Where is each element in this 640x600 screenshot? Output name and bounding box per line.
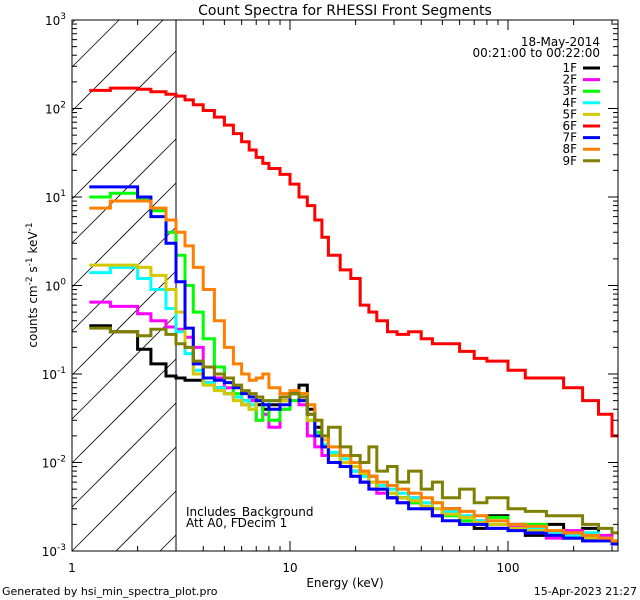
hatch-line <box>159 534 177 552</box>
annotation-attenuator: Att A0, FDecim 1 <box>186 516 287 530</box>
x-axis-label: Energy (keV) <box>306 576 383 590</box>
hatch-line <box>71 94 177 200</box>
hatch-line <box>71 402 177 508</box>
date-label: 18-May-2014 <box>521 35 600 49</box>
y-tick-label: 102 <box>45 101 66 117</box>
hatch-line <box>71 50 177 156</box>
series-5F-line <box>89 263 618 546</box>
legend-label-5F: 5F <box>562 107 577 121</box>
series-8F-line <box>89 199 618 543</box>
hatch-line <box>71 446 177 552</box>
series-group <box>89 86 618 546</box>
hatch-line <box>71 182 177 288</box>
y-tick-label: 10-1 <box>42 366 66 382</box>
time-range-label: 00:21:00 to 00:22:00 <box>473 46 600 60</box>
x-tick-label: 100 <box>497 561 520 575</box>
axis-ticks <box>71 20 618 552</box>
footer-generated-by: Generated by hsi_min_spectra_plot.pro <box>2 585 218 598</box>
legend-label-3F: 3F <box>562 84 577 98</box>
chart-title: Count Spectra for RHESSI Front Segments <box>198 3 492 19</box>
legend-label-7F: 7F <box>562 131 577 145</box>
legend-label-8F: 8F <box>562 142 577 156</box>
hatch-line <box>71 19 164 112</box>
y-tick-label: 10-3 <box>42 543 66 559</box>
legend-label-6F: 6F <box>562 119 577 133</box>
legend-label-2F: 2F <box>562 73 577 87</box>
y-axis-label: counts cm-2 s-1 keV-1 <box>25 222 40 347</box>
hatch-line <box>71 314 177 420</box>
hatch-line <box>71 138 177 244</box>
y-tick-label: 103 <box>45 12 66 28</box>
annotation-background: Includes_Background <box>186 505 314 519</box>
y-tick-label: 100 <box>45 278 66 294</box>
series-7F-line <box>89 185 618 546</box>
legend-label-4F: 4F <box>562 96 577 110</box>
series-9F-line <box>89 326 618 535</box>
legend-label-9F: 9F <box>562 154 577 168</box>
series-6F-line <box>89 86 618 438</box>
legend-label-1F: 1F <box>562 61 577 75</box>
x-tick-label: 10 <box>282 561 297 575</box>
plot-frame <box>71 19 619 552</box>
hatch-line <box>71 226 177 332</box>
footer-timestamp: 15-Apr-2023 21:27 <box>534 585 637 598</box>
x-tick-label: 1 <box>68 561 76 575</box>
hatch-line <box>71 19 120 68</box>
series-2F-line <box>89 300 618 546</box>
hatch-line <box>115 490 177 552</box>
hatch-line <box>71 358 177 464</box>
y-tick-label: 101 <box>45 189 66 205</box>
hatch-line <box>71 270 177 376</box>
excluded-energy-hatch <box>71 19 177 552</box>
series-3F-line <box>89 191 618 546</box>
series-4F-line <box>89 265 618 543</box>
y-tick-label: 10-2 <box>42 455 66 471</box>
